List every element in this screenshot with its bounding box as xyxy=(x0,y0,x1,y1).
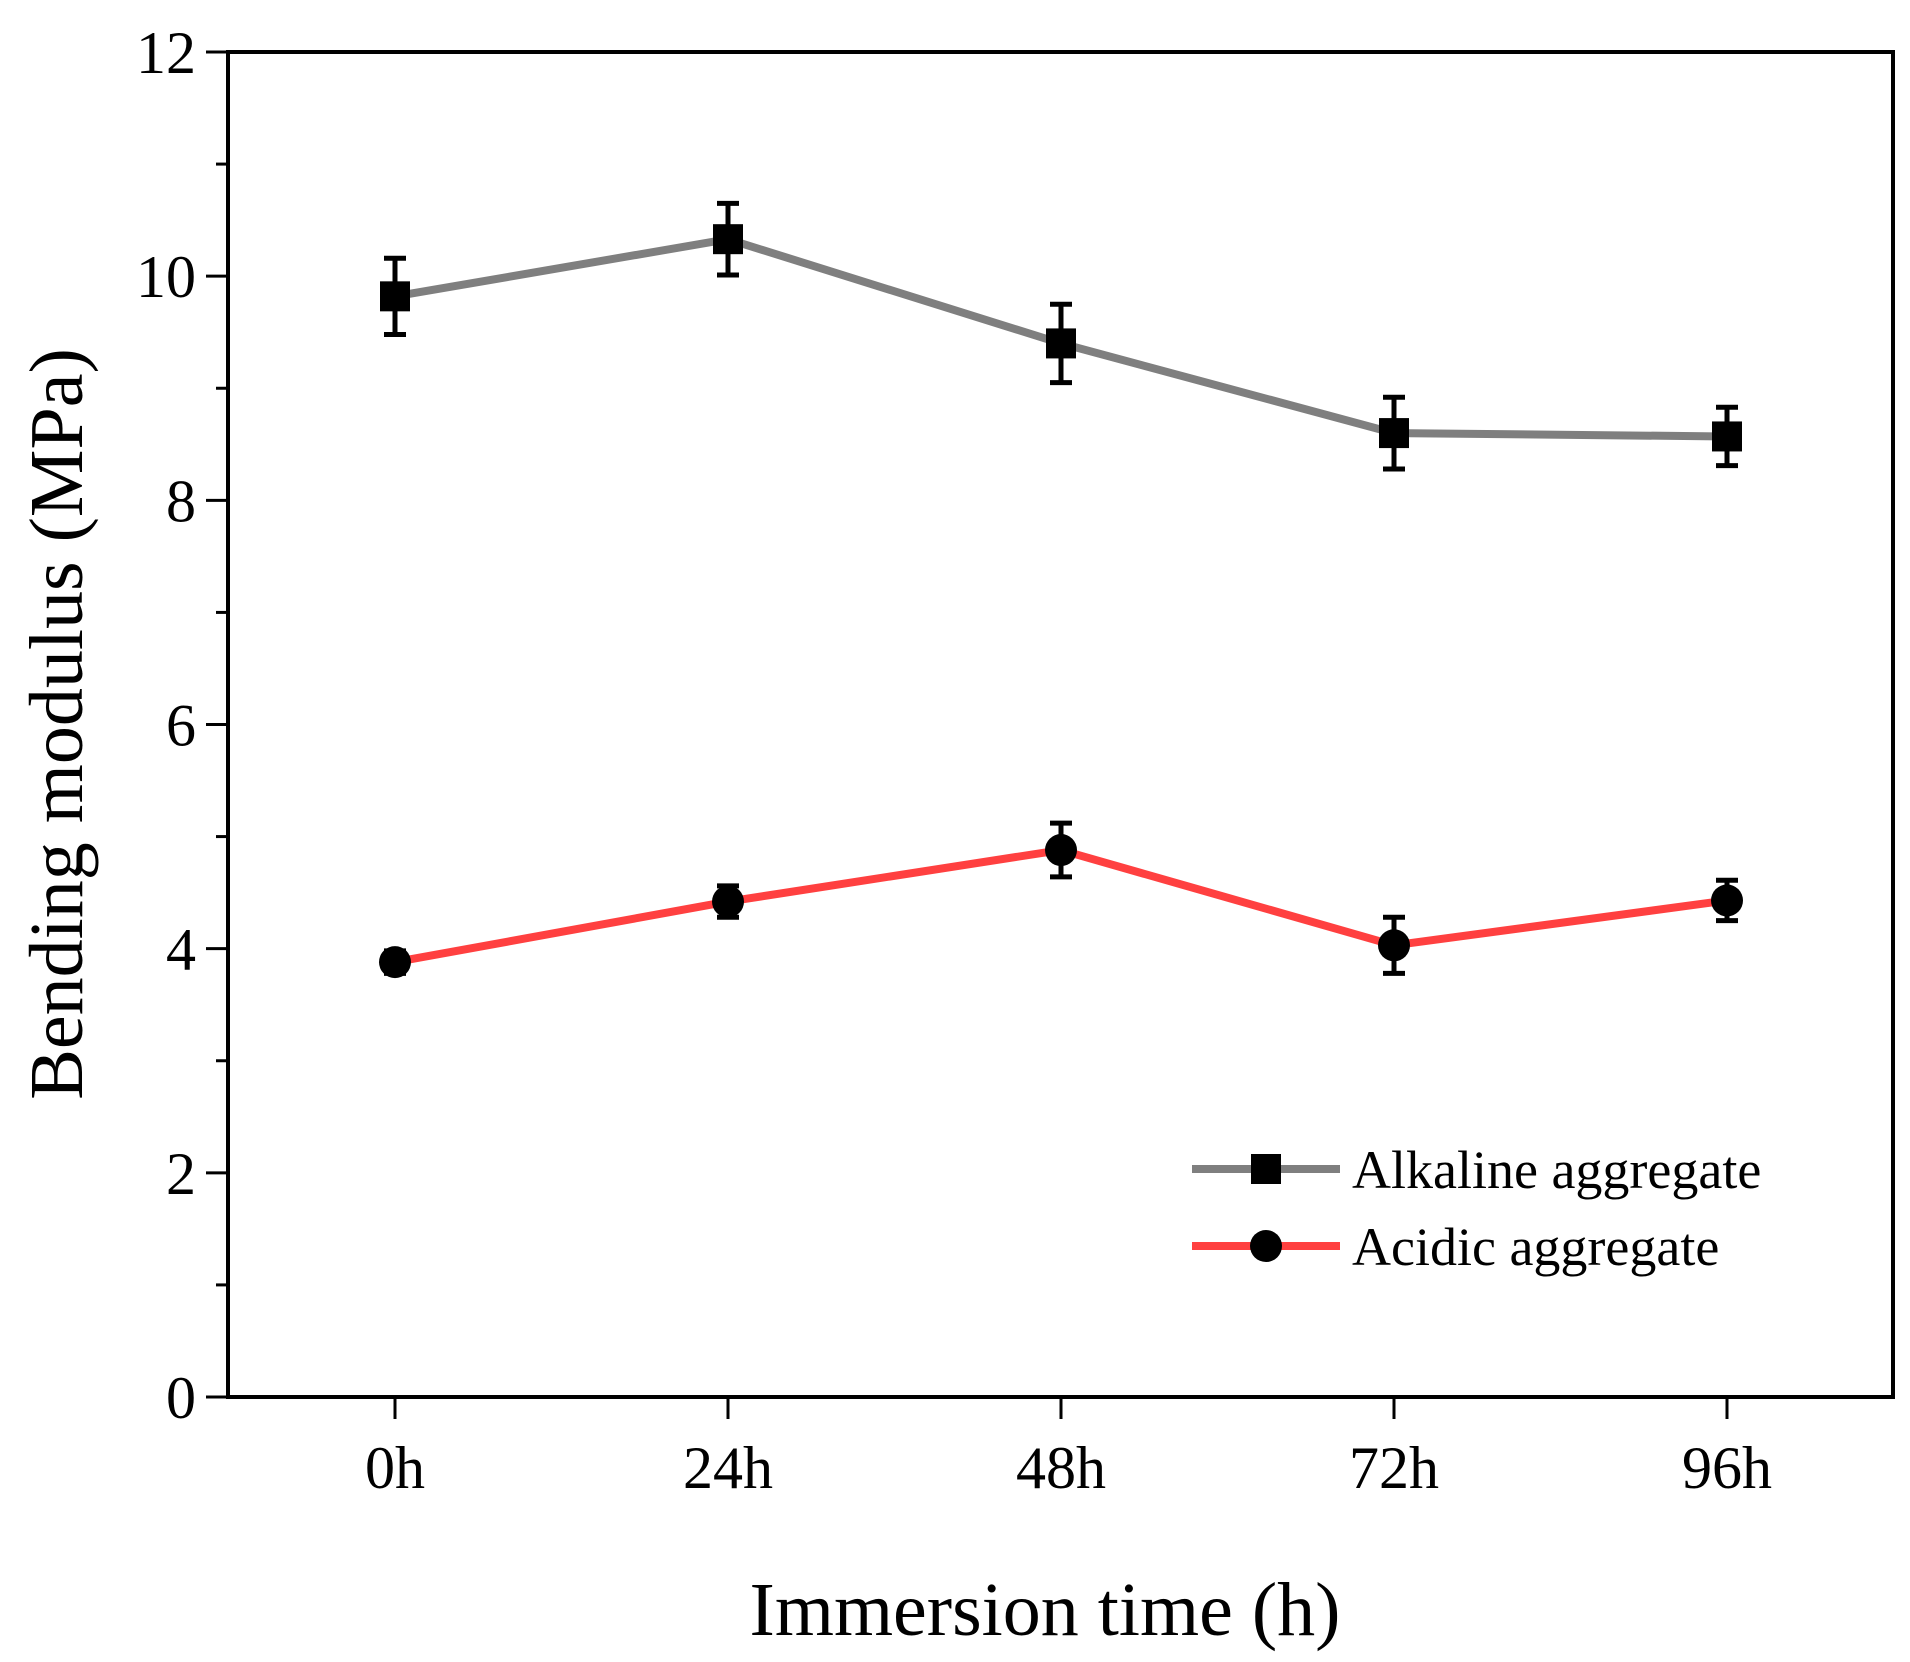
y-tick-label: 8 xyxy=(166,468,196,534)
data-point-circle xyxy=(712,885,744,918)
y-axis-ticks: 0 2 4 6 8 10 12 xyxy=(136,20,228,1431)
x-tick-label: 24h xyxy=(683,1435,773,1501)
data-point-circle xyxy=(1711,884,1743,917)
data-point-circle xyxy=(1378,929,1410,962)
y-tick-label: 2 xyxy=(166,1141,196,1207)
legend-marker-circle xyxy=(1250,1230,1282,1262)
y-tick-label: 12 xyxy=(136,20,196,86)
series-alkaline xyxy=(380,200,1742,472)
legend: Alkaline aggregate Acidic aggregate xyxy=(1192,1140,1761,1277)
y-tick-label: 10 xyxy=(136,244,196,310)
x-tick-label: 0h xyxy=(365,1435,425,1501)
y-tick-label: 6 xyxy=(166,693,196,759)
x-tick-label: 48h xyxy=(1016,1435,1106,1501)
legend-label-acidic: Acidic aggregate xyxy=(1352,1217,1719,1277)
x-axis-title: Immersion time (h) xyxy=(750,1568,1341,1652)
y-tick-label: 0 xyxy=(166,1365,196,1431)
y-tick-label: 4 xyxy=(166,917,196,983)
data-point-square xyxy=(1712,421,1742,452)
y-axis-title: Bending modulus (MPa) xyxy=(15,348,99,1100)
data-point-circle xyxy=(379,946,411,979)
legend-marker-square xyxy=(1251,1154,1281,1184)
data-point-square xyxy=(380,281,410,312)
data-point-circle xyxy=(1045,834,1077,867)
x-tick-label: 72h xyxy=(1349,1435,1439,1501)
data-point-square xyxy=(1046,328,1076,359)
x-axis-ticks: 0h 24h 48h 72h 96h xyxy=(365,1397,1772,1501)
data-point-square xyxy=(1379,418,1409,449)
legend-item-acidic: Acidic aggregate xyxy=(1192,1217,1719,1277)
series-layer xyxy=(379,200,1743,979)
x-tick-label: 96h xyxy=(1682,1435,1772,1501)
data-point-square xyxy=(713,224,743,255)
legend-item-alkaline: Alkaline aggregate xyxy=(1192,1140,1761,1200)
series-acidic xyxy=(379,820,1743,979)
legend-label-alkaline: Alkaline aggregate xyxy=(1352,1140,1761,1200)
